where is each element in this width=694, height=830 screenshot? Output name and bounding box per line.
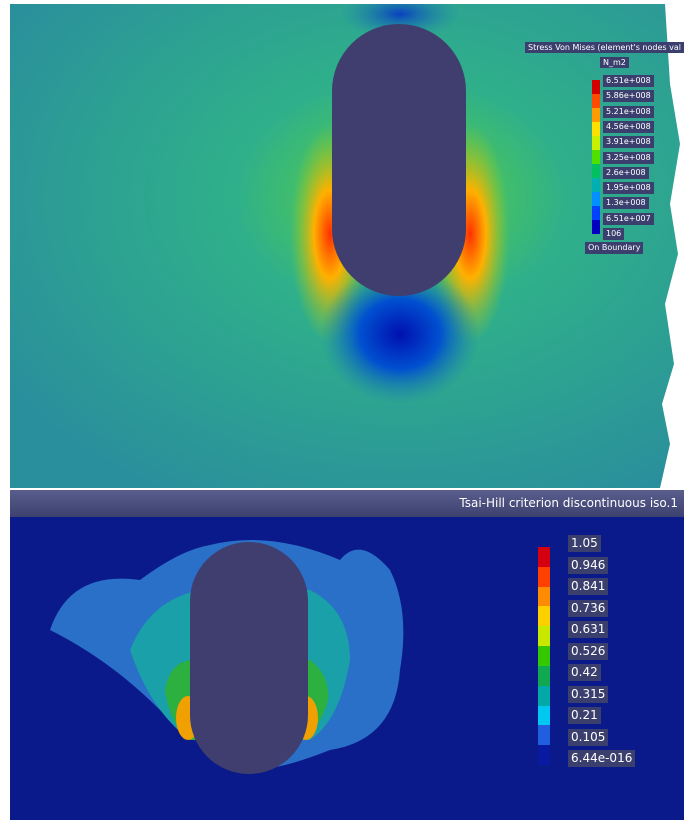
legend-tick-label: 4.56e+008 — [603, 120, 654, 133]
legend-tick-label: 1.95e+008 — [603, 182, 654, 195]
legend-tick-label: 6.44e-016 — [568, 750, 636, 767]
legend-color-swatch — [538, 626, 550, 647]
legend-color-swatch — [592, 178, 600, 192]
legend-tick-label: 3.25e+008 — [603, 151, 654, 164]
legend-color-swatch — [592, 136, 600, 150]
legend-color-swatch — [592, 122, 600, 136]
legend-title: Stress Von Mises (element's nodes val — [525, 42, 684, 53]
legend-tick-label: 5.86e+008 — [603, 90, 654, 103]
legend-tick-label: 0.736 — [568, 599, 609, 617]
legend-tick-label: 0.315 — [568, 685, 609, 703]
legend-color-swatch — [538, 606, 550, 627]
legend-tick-label: 0.631 — [568, 621, 609, 638]
legend-tick-label: 1.3e+008 — [603, 197, 649, 210]
hole-slot — [332, 24, 466, 296]
stress-contour-plot — [10, 4, 684, 488]
legend-color-swatch — [538, 665, 550, 686]
legend-color-swatch — [538, 586, 550, 607]
legend-color-swatch — [538, 566, 550, 587]
legend-color-swatch — [592, 108, 600, 122]
legend-color-swatch — [592, 206, 600, 220]
legend-color-swatch — [592, 220, 600, 234]
low-stress-region-bottom — [320, 264, 480, 404]
stress-contour-viewport[interactable]: Stress Von Mises (element's nodes val N_… — [10, 4, 684, 488]
legend-color-swatch — [538, 745, 550, 765]
legend-color-swatch — [592, 94, 600, 108]
legend-color-swatch — [592, 192, 600, 206]
legend-tick-label: 106 — [603, 228, 625, 240]
legend-tick-label: 0.841 — [568, 578, 609, 595]
legend-color-swatch — [538, 646, 550, 666]
legend-tick-label: 0.526 — [568, 642, 609, 660]
legend-tick-label: 0.105 — [568, 728, 609, 746]
legend-color-swatch — [592, 164, 600, 178]
tsai-hill-viewport[interactable]: Tsai-Hill criterion discontinuous iso.1 … — [10, 490, 684, 820]
legend-tick-label: 6.51e+008 — [603, 75, 654, 87]
legend-color-bar — [592, 80, 600, 234]
legend-tick-label: 0.42 — [568, 664, 601, 681]
legend-color-swatch — [538, 705, 550, 726]
legend-tick-label: 6.51e+007 — [603, 212, 654, 225]
mesh-edge-region — [660, 4, 684, 488]
legend-title: Tsai-Hill criterion discontinuous iso.1 — [10, 490, 684, 517]
legend-tick-label: 3.91e+008 — [603, 136, 654, 149]
boundary-label: On Boundary — [585, 242, 644, 254]
legend-color-swatch — [538, 725, 550, 746]
legend-color-bar — [538, 547, 550, 765]
legend-tick-label: 1.05 — [568, 535, 601, 552]
legend-color-swatch — [538, 685, 550, 706]
legend-unit: N_m2 — [600, 57, 629, 68]
low-stress-region-top — [340, 4, 460, 39]
legend-tick-label: 5.21e+008 — [603, 105, 654, 118]
legend-tick-label: 2.6e+008 — [603, 166, 649, 179]
legend-color-swatch — [592, 80, 600, 94]
legend-tick-label: 0.946 — [568, 556, 609, 574]
legend-color-swatch — [592, 150, 600, 164]
legend-tick-label: 0.21 — [568, 707, 601, 724]
legend-color-swatch — [538, 547, 550, 567]
hole-slot — [190, 542, 308, 774]
